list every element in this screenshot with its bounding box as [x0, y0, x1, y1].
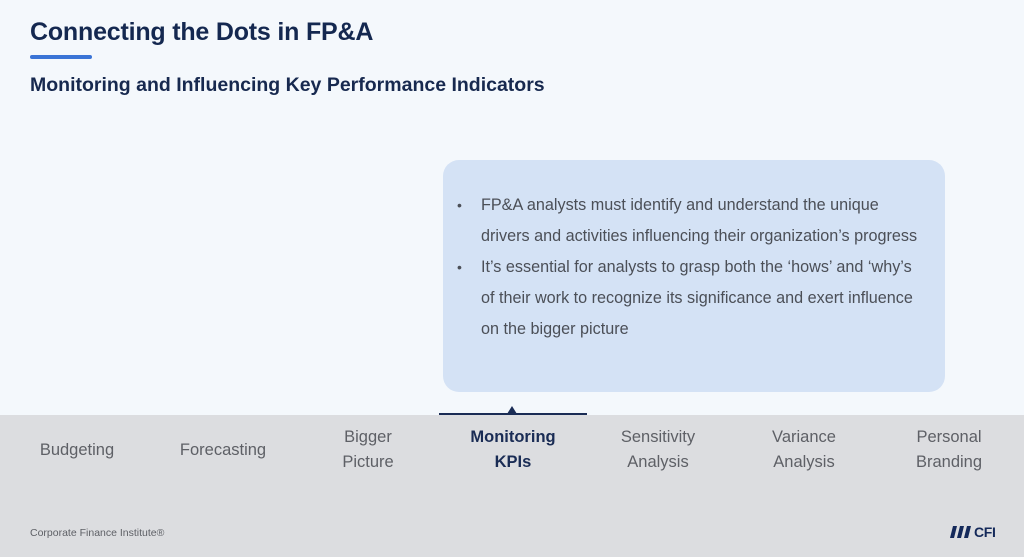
nav-item-bigger-picture[interactable]: Bigger Picture	[295, 425, 441, 475]
nav-item-personal-branding[interactable]: Personal Branding	[876, 425, 1022, 475]
bullet-icon: •	[457, 259, 462, 275]
nav-item-variance-analysis[interactable]: Variance Analysis	[731, 425, 877, 475]
bullet-item: • FP&A analysts must identify and unders…	[457, 190, 927, 252]
caret-up-icon	[507, 406, 517, 414]
cfi-logo: CFI	[949, 524, 996, 540]
nav-item-forecasting[interactable]: Forecasting	[150, 425, 296, 475]
nav-label: Forecasting	[179, 440, 267, 459]
page-subtitle: Monitoring and Influencing Key Performan…	[30, 74, 545, 96]
nav-label: Monitoring	[470, 428, 556, 446]
bullet-item: • It’s essential for analysts to grasp b…	[457, 252, 927, 345]
nav-label: Analysis	[773, 453, 835, 471]
nav-item-monitoring-kpis[interactable]: Monitoring KPIs	[440, 425, 586, 475]
info-box: • FP&A analysts must identify and unders…	[443, 160, 945, 392]
logo-text: CFI	[974, 524, 996, 540]
bullet-icon: •	[457, 197, 462, 213]
cfi-logo-icon	[950, 526, 971, 538]
nav-label: Picture	[342, 453, 394, 471]
nav-label: Variance	[772, 428, 836, 446]
bullet-text: FP&A analysts must identify and understa…	[481, 196, 918, 245]
nav-item-budgeting[interactable]: Budgeting	[4, 425, 150, 475]
title-underline	[30, 55, 92, 59]
page-title: Connecting the Dots in FP&A	[30, 18, 374, 46]
nav-label: Bigger	[344, 428, 392, 446]
nav-label: Sensitivity	[620, 428, 696, 446]
nav-item-sensitivity-analysis[interactable]: Sensitivity Analysis	[585, 425, 731, 475]
nav-label: Analysis	[627, 453, 689, 471]
footer-copyright: Corporate Finance Institute®	[30, 527, 165, 539]
bullet-text: It’s essential for analysts to grasp bot…	[481, 258, 913, 338]
nav-label: KPIs	[494, 453, 532, 471]
nav-label: Budgeting	[39, 440, 115, 459]
nav-label: Branding	[915, 453, 983, 471]
nav-label: Personal	[916, 428, 982, 446]
active-tab-indicator	[439, 413, 587, 415]
topic-nav-bar: Budgeting Forecasting Bigger Picture Moni…	[0, 415, 1024, 557]
